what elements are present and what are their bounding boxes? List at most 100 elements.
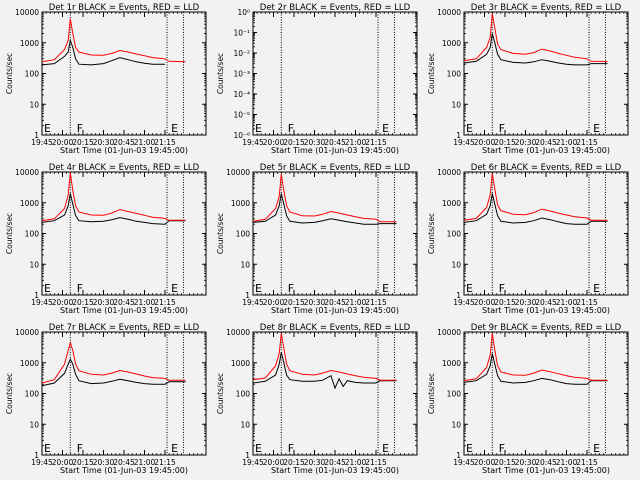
y-tick-label: 10 <box>240 420 250 429</box>
annotation-label: E <box>466 282 473 295</box>
x-tick-label: 20:30 <box>304 138 326 147</box>
series-line-lld <box>463 13 608 62</box>
x-tick-label: 21:00 <box>134 138 156 147</box>
x-tick-label: 19:45 <box>242 138 264 147</box>
series-line-lld <box>41 340 186 384</box>
x-tick-label: 21:15 <box>365 138 387 147</box>
x-axis-label: Start Time (01-Jun-03 19:45:00) <box>271 146 399 155</box>
annotation-label: E <box>44 282 51 295</box>
y-tick-label: 1 <box>456 291 461 300</box>
y-tick-label: 1000 <box>442 359 461 368</box>
annotation-label: E <box>255 442 262 455</box>
panel-det-5: Det 5r BLACK = Events, RED = LLD 1 10 100 10… <box>216 163 418 315</box>
panel-det-4: Det 4r BLACK = Events, RED = LLD 1 10 100 10… <box>5 163 207 315</box>
y-axis-label: Counts/sec <box>216 213 225 254</box>
annotation-label: F <box>499 282 505 295</box>
y-tick-label: 1 <box>245 451 250 460</box>
y-tick-label: 10 <box>240 260 250 269</box>
annotation-label: F <box>77 122 83 135</box>
panel-det-8: Det 8r BLACK = Events, RED = LLD 1 10 100 10… <box>216 323 418 475</box>
annotation-label: F <box>288 282 294 295</box>
series-line-events <box>463 33 608 66</box>
y-tick-label: 10 <box>451 100 461 109</box>
x-tick-label: 20:45 <box>535 298 557 307</box>
panel-title: Det 2r BLACK = Events, RED = LLD <box>260 3 411 13</box>
y-tick-label: 10 <box>29 420 39 429</box>
annotation-label: E <box>466 442 473 455</box>
x-tick-label: 21:15 <box>154 458 176 467</box>
annotation-label: E <box>382 442 389 455</box>
y-tick-label: 10⁻³ <box>233 70 250 79</box>
x-tick-label: 19:45 <box>242 458 264 467</box>
x-tick-label: 21:15 <box>154 138 176 147</box>
series-line-events <box>41 358 186 387</box>
plot-frame <box>41 331 207 456</box>
x-tick-label: 20:45 <box>113 298 135 307</box>
y-axis-label: Counts/sec <box>5 373 14 414</box>
y-tick-label: 10⁻¹ <box>233 29 250 38</box>
x-tick-label: 20:15 <box>72 138 94 147</box>
y-tick-label: 1 <box>34 291 39 300</box>
y-axis-label: Counts/sec <box>427 373 436 414</box>
y-tick-label: 100 <box>25 390 40 399</box>
y-tick-label: 100 <box>447 70 462 79</box>
y-tick-label: 10000 <box>437 8 461 17</box>
series-line-lld <box>41 18 186 63</box>
y-tick-label: 1000 <box>231 359 250 368</box>
x-tick-label: 20:30 <box>304 458 326 467</box>
annotation-label: F <box>499 122 505 135</box>
series-line-events <box>252 193 397 225</box>
x-tick-label: 19:45 <box>31 138 53 147</box>
x-tick-label: 21:15 <box>576 458 598 467</box>
y-tick-label: 10000 <box>15 8 39 17</box>
y-tick-label: 1000 <box>231 199 250 208</box>
annotation-label: E <box>382 122 389 135</box>
y-tick-label: 10⁻² <box>233 49 250 58</box>
x-tick-label: 19:45 <box>31 458 53 467</box>
panel-title: Det 9r BLACK = Events, RED = LLD <box>471 323 622 333</box>
x-tick-label: 20:15 <box>72 458 94 467</box>
panel-det-2: Det 2r BLACK = Events, RED = LLD 10⁻⁶ 10⁻⁵… <box>216 3 418 155</box>
y-tick-label: 1000 <box>442 199 461 208</box>
panel-title: Det 1r BLACK = Events, RED = LLD <box>49 3 200 13</box>
y-axis-label: Counts/sec <box>5 53 14 94</box>
series-line-events <box>252 352 397 390</box>
annotation-label: E <box>255 122 262 135</box>
x-tick-label: 20:45 <box>324 138 346 147</box>
annotation-label: E <box>171 122 178 135</box>
x-tick-label: 19:45 <box>453 458 475 467</box>
series-line-lld <box>41 172 186 222</box>
x-tick-label: 20:15 <box>283 138 305 147</box>
x-axis-label: Start Time (01-Jun-03 19:45:00) <box>60 466 188 475</box>
x-tick-label: 20:45 <box>113 458 135 467</box>
y-tick-label: 1 <box>245 291 250 300</box>
x-tick-label: 21:00 <box>134 458 156 467</box>
y-tick-label: 1000 <box>20 199 39 208</box>
x-axis-label: Start Time (01-Jun-03 19:45:00) <box>60 146 188 155</box>
y-tick-label: 10000 <box>15 168 39 177</box>
x-tick-label: 19:45 <box>31 298 53 307</box>
x-tick-label: 20:00 <box>263 138 285 147</box>
panel-title: Det 8r BLACK = Events, RED = LLD <box>260 323 411 333</box>
x-tick-label: 20:30 <box>304 298 326 307</box>
plot-frame <box>463 11 629 136</box>
y-tick-label: 1 <box>456 131 461 140</box>
x-tick-label: 20:30 <box>93 138 115 147</box>
x-tick-label: 21:00 <box>556 138 578 147</box>
y-tick-label: 100 <box>25 70 40 79</box>
y-tick-label: 10 <box>29 260 39 269</box>
annotation-label: F <box>288 442 294 455</box>
x-tick-label: 21:15 <box>154 298 176 307</box>
y-tick-label: 10000 <box>437 168 461 177</box>
x-tick-label: 19:45 <box>242 298 264 307</box>
x-tick-label: 20:30 <box>515 138 537 147</box>
x-tick-label: 21:00 <box>345 458 367 467</box>
y-axis-label: Counts/sec <box>216 373 225 414</box>
panel-det-6: Det 6r BLACK = Events, RED = LLD 1 10 100 10… <box>427 163 629 315</box>
y-tick-label: 100 <box>236 230 251 239</box>
series-line-lld <box>463 173 608 221</box>
y-tick-label: 10 <box>451 420 461 429</box>
x-tick-label: 20:45 <box>324 458 346 467</box>
annotation-label: F <box>288 122 294 135</box>
series-line-events <box>463 193 608 225</box>
